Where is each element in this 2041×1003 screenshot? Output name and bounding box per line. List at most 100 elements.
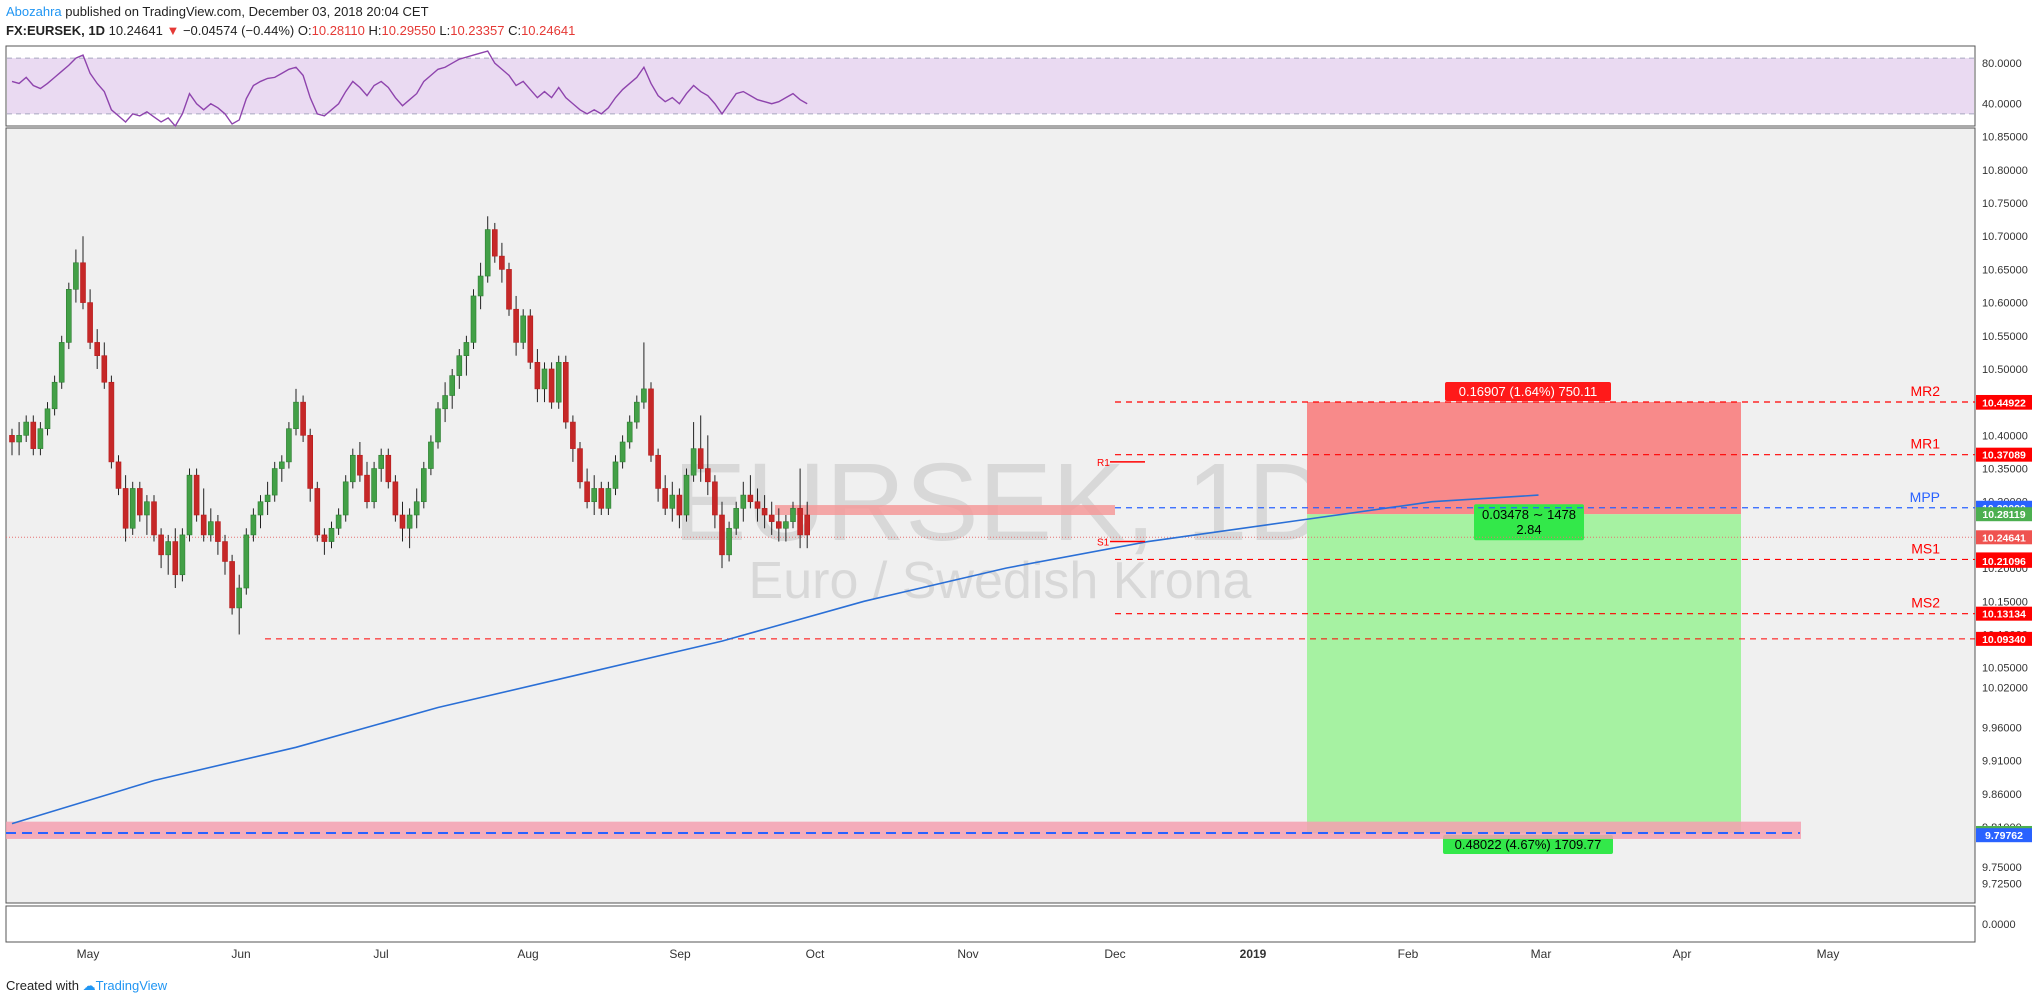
candle-body (271, 468, 278, 496)
author-link[interactable]: Abozahra (6, 4, 62, 19)
high-label: H: (368, 23, 382, 38)
candle-body (719, 514, 725, 556)
candle-body (754, 501, 761, 509)
candle-body (783, 521, 789, 529)
footer: Created with ☁TradingView (6, 978, 167, 994)
candle-body (747, 494, 754, 503)
candle-body (626, 421, 633, 443)
candle-body (726, 527, 732, 556)
time-tick-label: Jul (373, 947, 388, 961)
candle-body (144, 501, 150, 516)
candle-body (775, 521, 782, 529)
candle-body (612, 461, 619, 489)
price-tick-label: 9.91000 (1982, 756, 2022, 768)
candle-body (548, 368, 555, 403)
candle-body (712, 481, 718, 516)
price-scale-label: 10.09340 (1982, 634, 2026, 646)
stop-label: 0.16907 (1.64%) 750.11 (1459, 384, 1598, 399)
price-scale-label-box (1976, 395, 2032, 410)
candle-body (278, 461, 285, 469)
candle-body (697, 448, 704, 469)
candle-body (307, 435, 314, 489)
candle-body (804, 514, 811, 536)
oscillator-tick-label: 80.0000 (1982, 58, 2022, 70)
candle-body (293, 401, 299, 430)
candle-body (413, 501, 420, 516)
pivot-label-ms2: MS2 (1911, 595, 1940, 611)
price-scale-label: 10.37089 (1982, 450, 2026, 462)
candle-body (619, 441, 626, 463)
candle-body (179, 534, 186, 576)
price-change: −0.04574 (−0.44%) (182, 23, 295, 38)
price-tick-label: 9.96000 (1982, 722, 2022, 734)
tradingview-brand[interactable]: TradingView (95, 978, 168, 993)
candle-body (761, 508, 768, 516)
candle-body (51, 381, 58, 410)
candle-body (378, 454, 385, 469)
candle-body (328, 527, 335, 542)
price-tick-label: 10.75000 (1982, 198, 2028, 210)
candle-body (499, 255, 505, 270)
candle-body (420, 468, 427, 503)
candle-body (491, 229, 498, 257)
price-scale-label: 10.24641 (1982, 532, 2026, 544)
risk-reward-label: 2.84 (1516, 522, 1541, 537)
oscillator-tick-label: 40.0000 (1982, 99, 2022, 111)
candle-body (257, 501, 264, 516)
symbol-line: FX:EURSEK, 1D 10.24641 ▼ −0.04574 (−0.44… (6, 23, 575, 39)
price-scale-label: 10.21096 (1982, 556, 2026, 568)
candle-body (151, 501, 157, 536)
price-tick-label: 10.80000 (1982, 165, 2028, 177)
symbol-name: FX:EURSEK, 1D (6, 23, 105, 38)
close-value: 10.24641 (521, 23, 576, 38)
candle-body (534, 362, 541, 390)
candle-body (129, 488, 136, 529)
candle-body (591, 488, 598, 503)
candle-body (584, 481, 590, 503)
oscillator-band (7, 58, 1974, 114)
candle-body (676, 494, 683, 516)
candle-body (399, 514, 406, 529)
candle-body (300, 401, 306, 436)
candle-body (385, 454, 392, 483)
target-label-box (1443, 834, 1613, 854)
candle-body (790, 508, 796, 522)
price-tick-label: 10.60000 (1982, 298, 2028, 310)
candle-body (555, 362, 562, 403)
candle-body (193, 474, 200, 516)
last-price: 10.24641 (108, 23, 163, 38)
stop-label-box (1445, 381, 1611, 401)
candle-body (513, 308, 519, 343)
candle-body (477, 275, 484, 297)
created-with-text: Created with (6, 978, 79, 993)
candle-body (58, 342, 65, 383)
time-tick-label: Jun (231, 947, 250, 961)
candle-body (80, 262, 86, 303)
candle-body (243, 534, 250, 589)
time-tick-label: Oct (806, 947, 825, 961)
candle-body (236, 587, 242, 609)
time-tick-label: Dec (1104, 947, 1125, 961)
time-tick-label: Nov (957, 947, 978, 961)
time-tick-label: Sep (669, 947, 691, 961)
bottom-pane-tick: 0.0000 (1982, 919, 2016, 931)
price-scale-label: 9.79762 (1985, 830, 2023, 842)
candle-body (165, 541, 171, 556)
time-tick-label: 2019 (1240, 947, 1267, 961)
candle-body (172, 541, 179, 576)
price-scale-label-box (1976, 447, 2032, 462)
close-label: C: (508, 23, 522, 38)
rsi-line (11, 50, 808, 128)
pivot-label-mr1: MR1 (1910, 436, 1940, 452)
candle-body (392, 481, 399, 516)
publish-line: Abozahra published on TradingView.com, D… (6, 4, 575, 20)
price-tick-label: 10.40000 (1982, 430, 2028, 442)
bottom-pane (5, 905, 1976, 943)
take-profit-zone (1307, 514, 1741, 833)
open-value: 10.28110 (311, 23, 365, 38)
candle-body (797, 508, 803, 536)
watermark-symbol: EURSEK, 1D (673, 441, 1327, 564)
price-scale-label: 10.13134 (1982, 609, 2026, 621)
candle-body (264, 494, 271, 503)
